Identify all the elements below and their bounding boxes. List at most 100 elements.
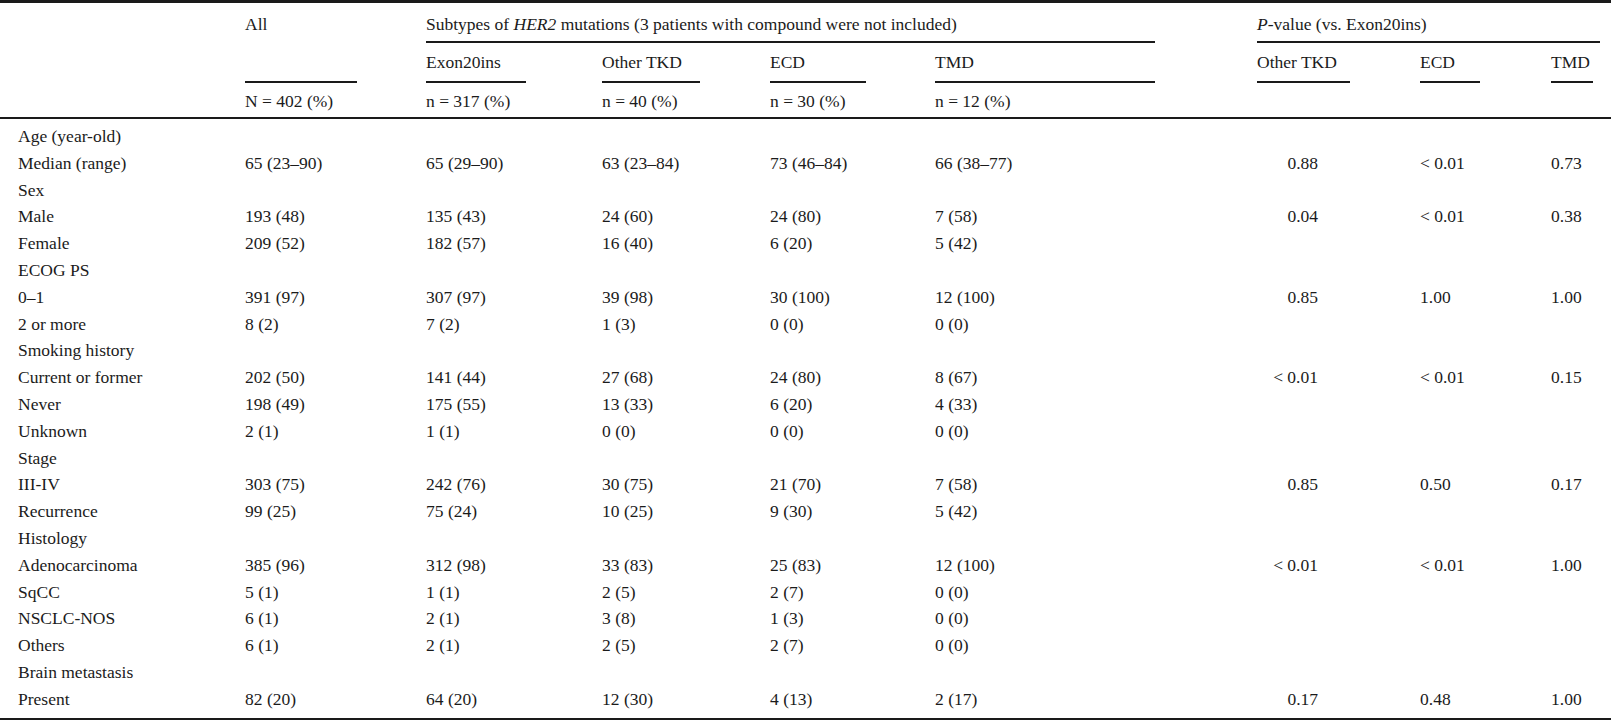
row-label: Age (year-old) bbox=[0, 118, 245, 150]
value-cell: 6 (20) bbox=[770, 391, 935, 418]
value-cell bbox=[935, 525, 1257, 552]
col-header-p-tmd-cell: TMD bbox=[1551, 43, 1611, 83]
value-cell: 182 (57) bbox=[426, 230, 602, 257]
col-header-ecd: ECD bbox=[770, 52, 866, 83]
p-value: 0.38 bbox=[1551, 203, 1582, 230]
p-value-cell bbox=[1420, 391, 1551, 418]
col-header-p-other-tkd: Other TKD bbox=[1257, 52, 1350, 83]
column-group-pvalue: P-value (vs. Exon20ins) bbox=[1257, 2, 1611, 44]
p-value-cell: < 0.01 bbox=[1420, 150, 1551, 177]
p-value-cell bbox=[1257, 632, 1420, 659]
value-cell: 73 (46–84) bbox=[770, 150, 935, 177]
empty-count-cell bbox=[0, 83, 245, 118]
table-body: Age (year-old) Median (range) 65 (23–90)… bbox=[0, 118, 1611, 719]
p-value-cell bbox=[1551, 525, 1611, 552]
p-value-cell: < 0.01 bbox=[1257, 552, 1420, 579]
table-row: Female 209 (52) 182 (57) 16 (40) 6 (20) … bbox=[0, 230, 1611, 257]
all-column-rule-cell bbox=[245, 43, 426, 83]
value-cell bbox=[426, 445, 602, 472]
p-value-cell bbox=[1551, 445, 1611, 472]
value-cell: 6 (1) bbox=[245, 605, 426, 632]
value-cell: 307 (97) bbox=[426, 284, 602, 311]
p-value-cell: < 0.01 bbox=[1420, 552, 1551, 579]
value-cell: 10 (25) bbox=[602, 498, 770, 525]
p-tmd-label: TMD bbox=[1551, 52, 1590, 72]
value-cell bbox=[602, 659, 770, 686]
p-value-cell bbox=[1420, 445, 1551, 472]
value-cell bbox=[935, 337, 1257, 364]
table-row: Current or former 202 (50) 141 (44) 27 (… bbox=[0, 364, 1611, 391]
value-cell: 64 (20) bbox=[426, 686, 602, 719]
p-value-cell bbox=[1257, 311, 1420, 338]
value-cell: 391 (97) bbox=[245, 284, 426, 311]
col-header-tmd: TMD bbox=[935, 52, 1155, 83]
row-label: Smoking history bbox=[0, 337, 245, 364]
p-value-cell bbox=[1551, 632, 1611, 659]
value-cell: 2 (5) bbox=[602, 579, 770, 606]
row-label: Female bbox=[0, 230, 245, 257]
value-cell: 6 (20) bbox=[770, 230, 935, 257]
p-value-cell bbox=[1551, 418, 1611, 445]
p-value-cell bbox=[1551, 498, 1611, 525]
p-value-cell bbox=[1420, 311, 1551, 338]
p-value-cell: < 0.01 bbox=[1420, 364, 1551, 391]
p-value-cell bbox=[1420, 118, 1551, 150]
value-cell: 1 (1) bbox=[426, 418, 602, 445]
value-cell: 12 (100) bbox=[935, 552, 1257, 579]
p-value-cell bbox=[1257, 659, 1420, 686]
row-label: Median (range) bbox=[0, 150, 245, 177]
col-header-exon20ins: Exon20ins bbox=[426, 52, 526, 83]
value-cell: 65 (29–90) bbox=[426, 150, 602, 177]
value-cell bbox=[602, 337, 770, 364]
empty-header-cell bbox=[0, 43, 245, 83]
col-header-p-ecd-cell: ECD bbox=[1420, 43, 1551, 83]
row-label: ECOG PS bbox=[0, 257, 245, 284]
p-value: 1.00 bbox=[1420, 284, 1451, 311]
value-cell: 7 (58) bbox=[935, 471, 1257, 498]
value-cell bbox=[245, 337, 426, 364]
pvalue-group-header: P-value (vs. Exon20ins) bbox=[1257, 14, 1600, 43]
value-cell bbox=[426, 177, 602, 204]
count-ecd: n = 30 (%) bbox=[770, 83, 935, 118]
subtypes-group-header: Subtypes of HER2 mutations (3 patients w… bbox=[426, 14, 1155, 43]
value-cell: 39 (98) bbox=[602, 284, 770, 311]
value-cell bbox=[770, 659, 935, 686]
value-cell: 202 (50) bbox=[245, 364, 426, 391]
p-value-cell bbox=[1257, 418, 1420, 445]
col-header-other-tkd-cell: Other TKD bbox=[602, 43, 770, 83]
value-cell: 82 (20) bbox=[245, 686, 426, 719]
p-value-cell: 0.04 bbox=[1257, 203, 1420, 230]
p-value: 0.88 bbox=[1257, 150, 1318, 177]
col-header-p-ecd: ECD bbox=[1420, 52, 1480, 83]
value-cell: 16 (40) bbox=[602, 230, 770, 257]
p-value-cell bbox=[1257, 177, 1420, 204]
p-value: 1.00 bbox=[1551, 686, 1582, 713]
p-value-cell bbox=[1257, 579, 1420, 606]
header-subcolumn-row: Exon20ins Other TKD ECD TMD Other TKD EC… bbox=[0, 43, 1611, 83]
empty-corner-cell bbox=[0, 2, 245, 44]
other-tkd-label: Other TKD bbox=[602, 52, 682, 72]
value-cell: 21 (70) bbox=[770, 471, 935, 498]
value-cell bbox=[426, 257, 602, 284]
p-value: < 0.01 bbox=[1257, 364, 1318, 391]
table-row: Unknown 2 (1) 1 (1) 0 (0) 0 (0) 0 (0) bbox=[0, 418, 1611, 445]
col-header-tmd-cell: TMD bbox=[935, 43, 1257, 83]
count-p-tmd-empty bbox=[1551, 83, 1611, 118]
value-cell: 2 (1) bbox=[426, 605, 602, 632]
p-value-cell: 0.15 bbox=[1551, 364, 1611, 391]
p-value-cell bbox=[1257, 445, 1420, 472]
row-label: NSCLC-NOS bbox=[0, 605, 245, 632]
table-row: Histology bbox=[0, 525, 1611, 552]
value-cell: 24 (60) bbox=[602, 203, 770, 230]
p-value: 0.48 bbox=[1420, 686, 1451, 713]
value-cell bbox=[935, 177, 1257, 204]
row-label: Present bbox=[0, 686, 245, 719]
table-row: 2 or more 8 (2) 7 (2) 1 (3) 0 (0) 0 (0) bbox=[0, 311, 1611, 338]
value-cell: 1 (3) bbox=[602, 311, 770, 338]
row-label: SqCC bbox=[0, 579, 245, 606]
row-label: Others bbox=[0, 632, 245, 659]
value-cell: 2 (5) bbox=[602, 632, 770, 659]
p-value-cell bbox=[1420, 230, 1551, 257]
exon20ins-label: Exon20ins bbox=[426, 52, 501, 72]
value-cell: 141 (44) bbox=[426, 364, 602, 391]
